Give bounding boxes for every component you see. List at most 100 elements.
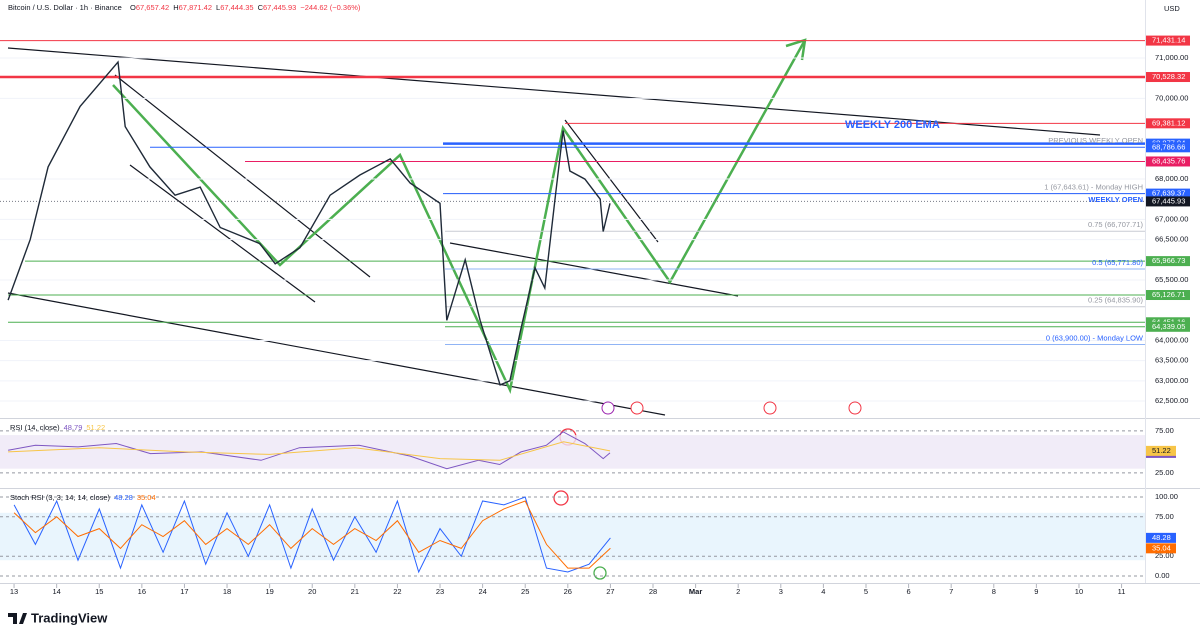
y-tick-label: 63,500.00	[1155, 356, 1188, 365]
currency: USD	[1164, 4, 1180, 13]
price-badge-label: 68,435.76	[1152, 156, 1185, 165]
ohlc-label: C	[258, 3, 264, 12]
trend-line	[7, 47, 1101, 136]
x-tick-label: Mar	[689, 587, 702, 596]
x-tick-label: 28	[649, 587, 657, 596]
highlight-circle	[593, 566, 607, 580]
indicator-badge-label: 48.28	[1152, 533, 1171, 542]
x-tick-label: 20	[308, 587, 316, 596]
fib-label: 0 (63,900.00) - Monday LOW	[1046, 333, 1144, 342]
brand: TradingView	[31, 610, 108, 625]
logo-mark	[8, 613, 27, 624]
event-icons	[601, 401, 862, 415]
ohlc-label: O	[130, 3, 136, 12]
x-tick-label: 3	[779, 587, 783, 596]
event-icon	[601, 401, 615, 415]
y-tick-label: 71,000.00	[1155, 53, 1188, 62]
x-tick-label: 10	[1075, 587, 1083, 596]
band	[0, 512, 1145, 561]
ohlc-value: 67,445.93	[263, 3, 296, 12]
indicator-badge	[1146, 532, 1176, 543]
price-badge-label: 68,786.66	[1152, 142, 1185, 151]
x-tick-label: 18	[223, 587, 231, 596]
event-icon	[630, 401, 644, 415]
logo: TradingView	[8, 610, 108, 625]
x-tick-label: 19	[265, 587, 273, 596]
series-line	[7, 60, 611, 386]
indicator-value: 48.28	[114, 493, 133, 502]
indicator-value: 51.22	[86, 423, 105, 432]
trend-line	[7, 292, 666, 416]
indicator-value: 35.04	[137, 493, 156, 502]
indicator-title: Stoch RSI (3, 3, 14, 14, close) 48.28 35.0…	[10, 493, 156, 502]
indicator-title: RSI (14, close) 48.79 51.22	[10, 423, 105, 432]
trend-line	[564, 119, 659, 243]
fib-label: 0.75 (66,707.71)	[1088, 220, 1144, 229]
price-badge-label: 71,431.14	[1152, 36, 1185, 45]
x-tick-label: 13	[10, 587, 18, 596]
highlight-circle	[553, 490, 569, 506]
ohlc: O67,657.42 H67,871.42 L67,444.35 C67,445.93…	[130, 3, 361, 12]
fib-label: 1 (67,643.61) - Monday HIGH	[1044, 182, 1143, 191]
x-tick-label: 11	[1118, 587, 1126, 596]
x-tick-label: 23	[436, 587, 444, 596]
price-badge-label: 64,451.16	[1152, 317, 1185, 326]
y-tick-label: 25.00	[1155, 551, 1174, 560]
x-tick-label: 25	[521, 587, 529, 596]
y-tick-label: 62,500.00	[1155, 396, 1188, 405]
x-tick-label: 24	[478, 587, 486, 596]
indicator-badge-label: 35.04	[1152, 543, 1171, 552]
ohlc-value: 67,871.42	[179, 3, 212, 12]
annotation: WEEKLY OPEN	[1088, 195, 1143, 204]
price-badge	[1146, 35, 1190, 46]
price-badge-label: 69,381.12	[1152, 118, 1185, 127]
y-tick-label: 100.00	[1155, 492, 1178, 501]
indicator-badge-label: 51.22	[1152, 446, 1171, 455]
price-badge	[1146, 290, 1190, 301]
ohlc-label: L	[216, 3, 220, 12]
symbol: Bitcoin / U.S. Dollar · 1h · Binance	[8, 3, 122, 12]
indicator-value: 48.79	[64, 423, 83, 432]
price-badge-label: 65,966.73	[1152, 256, 1185, 265]
y-tick-label: 75.00	[1155, 426, 1174, 435]
price-badge	[1146, 256, 1190, 267]
y-tick-label: 63,000.00	[1155, 376, 1188, 385]
price-badge-label: 65,126.71	[1152, 290, 1185, 299]
x-tick-label: 2	[736, 587, 740, 596]
x-tick-label: 5	[864, 587, 868, 596]
change: −244.62 (−0.36%)	[300, 3, 361, 12]
series-line	[8, 441, 611, 461]
x-tick-label: 16	[138, 587, 146, 596]
indicator-badge	[1146, 445, 1176, 456]
projection-arrowhead	[785, 38, 807, 61]
annotation: WEEKLY 200 EMA	[845, 119, 940, 131]
indicator-name: Stoch RSI (3, 3, 14, 14, close)	[10, 493, 111, 502]
y-tick-label: 67,000.00	[1155, 214, 1188, 223]
price-badge	[1146, 321, 1190, 332]
price-badge	[1146, 188, 1190, 199]
price-badge	[1146, 118, 1190, 129]
x-tick-label: 6	[907, 587, 911, 596]
y-tick-label: 0.00	[1155, 571, 1170, 580]
x-tick-label: 26	[564, 587, 572, 596]
drawings	[0, 38, 1145, 580]
x-tick-label: 22	[393, 587, 401, 596]
series-line	[13, 496, 611, 574]
fib-label: 0.5 (65,771.80)	[1092, 258, 1143, 267]
price-badge-label: 67,639.37	[1152, 189, 1185, 198]
x-tick-label: 14	[52, 587, 60, 596]
band	[0, 435, 1145, 469]
price-badge	[1146, 72, 1190, 83]
y-tick-label: 64,000.00	[1155, 335, 1188, 344]
annotation: PREVIOUS WEEKLY OPEN	[1048, 136, 1143, 145]
price-badge-label: 70,528.32	[1152, 72, 1185, 81]
x-tick-label: 7	[949, 587, 953, 596]
ohlc-label: H	[173, 3, 178, 12]
trend-line	[129, 164, 316, 303]
event-icon	[763, 401, 777, 415]
ohlc-value: 67,444.35	[220, 3, 253, 12]
ohlc-value: 67,657.42	[136, 3, 169, 12]
series-line	[8, 431, 611, 470]
